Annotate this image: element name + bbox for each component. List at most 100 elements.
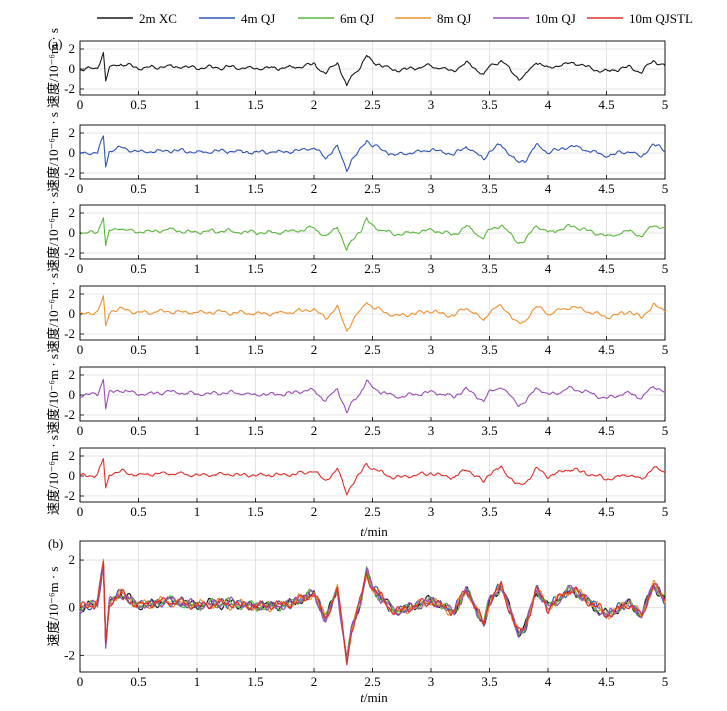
legend-label: 6m QJ	[340, 11, 374, 26]
series-line	[79, 458, 666, 496]
y-tick-label: 0	[69, 600, 76, 615]
x-tick-label: 0.5	[130, 261, 146, 276]
x-tick-label: 2	[311, 261, 318, 276]
x-tick-label: 1.5	[247, 504, 263, 519]
legend-label: 2m XC	[139, 11, 177, 26]
series-line-overlay	[79, 558, 666, 662]
x-tick-label: 1.5	[247, 423, 263, 438]
x-tick-label: 4	[545, 423, 552, 438]
y-tick-label: -2	[64, 488, 75, 503]
series-line-overlay	[79, 565, 666, 663]
x-tick-label: 0	[77, 342, 84, 357]
y-axis-label: 速度/10⁻⁶m · s	[46, 112, 61, 192]
x-tick-label: 0	[77, 97, 84, 112]
x-tick-label: 3	[428, 674, 435, 689]
x-tick-label: 0.5	[130, 504, 146, 519]
y-axis-label: 速度/10⁻⁶m · s	[46, 435, 61, 515]
x-tick-label: 3.5	[481, 504, 497, 519]
x-tick-label: 1	[194, 423, 201, 438]
x-tick-label: 1	[194, 261, 201, 276]
x-axis-label-unit: /min	[364, 690, 388, 705]
x-tick-label: 2.5	[364, 97, 380, 112]
x-tick-label: 1	[194, 342, 201, 357]
x-tick-label: 1	[194, 97, 201, 112]
x-tick-label: 2.5	[364, 504, 380, 519]
series-line	[79, 295, 666, 332]
y-axis-label: 速度/10⁻⁶m · s	[46, 566, 61, 646]
x-tick-label: 2	[311, 97, 318, 112]
x-tick-label: 3	[428, 423, 435, 438]
y-axis-label: 速度/10⁻⁶m · s	[46, 192, 61, 272]
x-tick-label: 4	[545, 504, 552, 519]
y-tick-label: 2	[69, 41, 76, 56]
series-line	[79, 135, 666, 173]
x-tick-label: 0.5	[130, 342, 146, 357]
y-tick-label: 2	[69, 286, 76, 301]
x-tick-label: 0.5	[130, 674, 146, 689]
x-tick-label: 2.5	[364, 674, 380, 689]
x-tick-label: 4	[545, 342, 552, 357]
plot-frame	[79, 447, 666, 503]
x-axis-label-a: t/min	[360, 524, 388, 539]
x-tick-label: 2.5	[364, 261, 380, 276]
x-tick-label: 2	[311, 504, 318, 519]
x-tick-label: 5	[662, 97, 669, 112]
x-tick-label: 2	[311, 181, 318, 196]
x-tick-label: 3	[428, 97, 435, 112]
y-tick-label: 2	[69, 552, 76, 567]
x-tick-label: 1	[194, 674, 201, 689]
panel-a-tag: (a)	[48, 36, 62, 51]
x-tick-label: 3.5	[481, 97, 497, 112]
y-tick-label: -2	[64, 245, 75, 260]
x-tick-label: 0.5	[130, 181, 146, 196]
x-tick-label: 5	[662, 504, 669, 519]
x-tick-label: 0	[77, 423, 84, 438]
x-tick-label: 4	[545, 181, 552, 196]
legend-label: 10m QJSTL	[629, 11, 693, 26]
plot-frame	[79, 204, 666, 260]
x-tick-label: 5	[662, 342, 669, 357]
y-tick-label: 0	[69, 387, 76, 402]
x-tick-label: 3.5	[481, 261, 497, 276]
legend-label: 10m QJ	[535, 11, 576, 26]
legend-label: 4m QJ	[241, 11, 275, 26]
plot-frame	[79, 124, 666, 180]
y-tick-label: 2	[69, 205, 76, 220]
x-tick-label: 0	[77, 181, 84, 196]
x-tick-label: 3	[428, 342, 435, 357]
y-tick-label: 0	[69, 468, 76, 483]
x-axis-label-unit: /min	[364, 524, 388, 539]
x-tick-label: 1	[194, 181, 201, 196]
series-line-overlay	[79, 560, 666, 666]
x-tick-label: 3.5	[481, 674, 497, 689]
y-axis-label: 速度/10⁻⁶m · s	[46, 354, 61, 434]
series-line	[79, 378, 666, 414]
x-tick-label: 0	[77, 261, 84, 276]
y-tick-label: -2	[64, 81, 75, 96]
x-tick-label: 2.5	[364, 181, 380, 196]
y-axis-label: 速度/10⁻⁶m · s	[46, 273, 61, 353]
x-tick-label: 3.5	[481, 423, 497, 438]
x-tick-label: 4.5	[598, 423, 614, 438]
x-tick-label: 1.5	[247, 181, 263, 196]
x-tick-label: 5	[662, 261, 669, 276]
x-tick-label: 4	[545, 261, 552, 276]
x-tick-label: 0.5	[130, 423, 146, 438]
y-tick-label: 2	[69, 367, 76, 382]
x-tick-label: 3	[428, 504, 435, 519]
x-tick-label: 0	[77, 674, 84, 689]
plot-frame	[79, 40, 666, 96]
y-tick-label: -2	[64, 647, 75, 662]
x-tick-label: 2	[311, 342, 318, 357]
x-tick-label: 4.5	[598, 504, 614, 519]
y-axis-label: 速度/10⁻⁶m · s	[46, 28, 61, 108]
y-tick-label: 0	[69, 306, 76, 321]
